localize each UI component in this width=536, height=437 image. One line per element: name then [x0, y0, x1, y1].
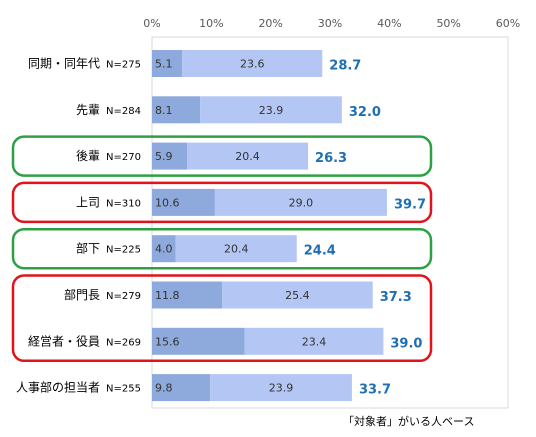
- x-tick-label: 10%: [199, 17, 223, 30]
- highlight-box: [11, 135, 433, 177]
- total-label: 39.0: [390, 336, 422, 351]
- category-label: 後輩: [76, 148, 100, 163]
- total-label: 24.4: [304, 244, 336, 259]
- n-label: N=225: [106, 245, 141, 256]
- highlight-box: [11, 274, 433, 363]
- data-label: 5.1: [155, 58, 173, 71]
- total-label: 39.7: [394, 197, 426, 212]
- total-label: 32.0: [349, 105, 381, 120]
- x-tick-label: 60%: [496, 17, 520, 30]
- data-label: 4.0: [155, 243, 173, 256]
- data-label: 8.1: [155, 104, 173, 117]
- data-label: 23.9: [259, 104, 284, 117]
- bar-segment-1: [152, 235, 176, 263]
- n-label: N=255: [106, 384, 141, 395]
- bar-segment-2: [200, 96, 342, 124]
- bar-segment-1: [152, 50, 183, 77]
- x-tick-label: 50%: [436, 17, 460, 30]
- data-label: 20.4: [235, 150, 260, 163]
- bar-segment-2: [182, 50, 323, 77]
- category-label: 部門長: [64, 287, 100, 302]
- category-label: 経営者・役員: [28, 333, 100, 348]
- bar-segment-2: [244, 327, 384, 355]
- category-label: 上司: [76, 195, 100, 209]
- highlight-box: [11, 181, 433, 224]
- data-label: 5.9: [155, 150, 173, 163]
- n-label: N=310: [106, 198, 141, 209]
- data-label: 10.6: [155, 196, 180, 209]
- data-label: 25.4: [285, 289, 310, 302]
- total-label: 26.3: [315, 151, 347, 166]
- bar-segment-1: [152, 281, 223, 309]
- n-label: N=270: [106, 152, 141, 163]
- bar-segment-2: [222, 281, 373, 309]
- data-label: 29.0: [289, 196, 314, 209]
- x-tick-label: 30%: [318, 17, 342, 30]
- x-tick-label: 20%: [258, 17, 282, 30]
- bar-segment-2: [214, 188, 387, 216]
- total-label: 28.7: [329, 59, 361, 74]
- bar-segment-1: [152, 188, 215, 216]
- bar-segment-1: [152, 374, 211, 402]
- highlight-box: [11, 227, 433, 270]
- bar-segment-1: [152, 96, 201, 124]
- n-label: N=279: [106, 291, 141, 302]
- data-label: 23.4: [302, 335, 327, 348]
- total-label: 37.3: [380, 290, 412, 305]
- data-label: 11.8: [155, 289, 180, 302]
- data-label: 20.4: [224, 243, 249, 256]
- category-label: 同期・同年代: [28, 57, 100, 71]
- x-tick-label: 0%: [143, 17, 160, 30]
- footnote: 「対象者」がいる人ベース: [343, 415, 475, 428]
- category-label: 人事部の担当者: [16, 380, 100, 395]
- data-label: 9.8: [155, 382, 173, 395]
- bar-segment-2: [187, 142, 309, 170]
- data-label: 15.6: [155, 335, 180, 348]
- bar-segment-1: [152, 327, 245, 355]
- bar-segment-1: [152, 142, 188, 170]
- category-label: 先輩: [76, 102, 100, 117]
- data-label: 23.9: [269, 382, 294, 395]
- bar-segment-2: [210, 374, 352, 402]
- total-label: 33.7: [359, 383, 391, 398]
- category-label: 部下: [76, 241, 100, 256]
- bar-segment-2: [175, 235, 297, 263]
- data-label: 23.6: [240, 58, 265, 71]
- n-label: N=275: [106, 60, 141, 71]
- n-label: N=284: [106, 106, 141, 117]
- n-label: N=269: [106, 337, 141, 348]
- x-tick-label: 40%: [377, 17, 401, 30]
